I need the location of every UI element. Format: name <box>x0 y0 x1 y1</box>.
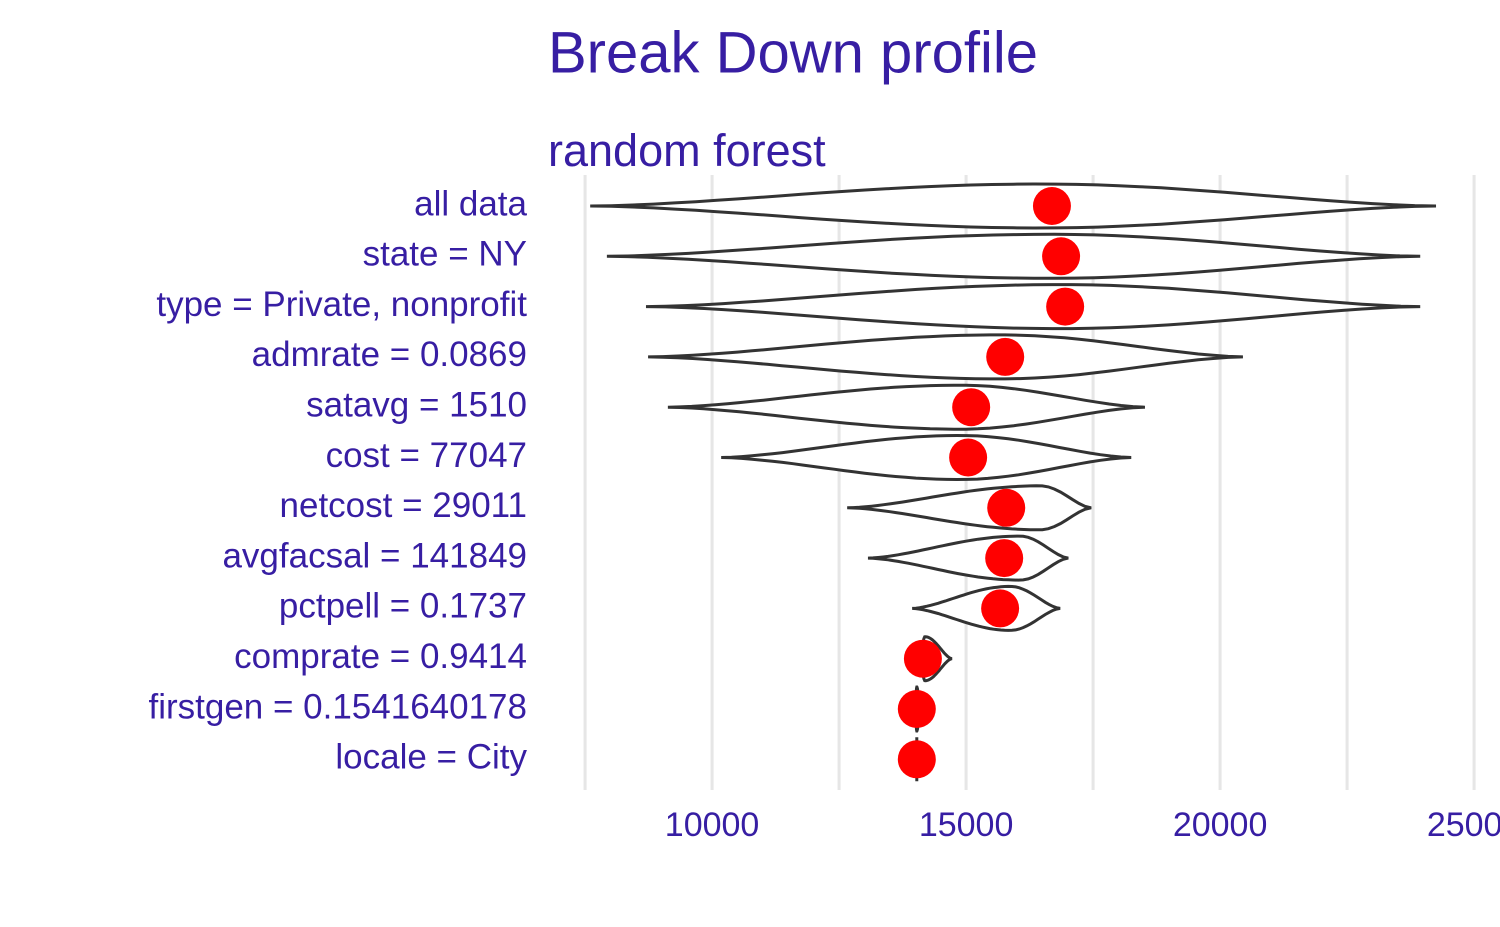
y-tick-label: admrate = 0.0869 <box>252 335 527 374</box>
violin <box>721 433 1132 482</box>
marks <box>590 182 1437 782</box>
chart-title: Break Down profile <box>548 20 1038 85</box>
dot <box>897 690 936 728</box>
dot <box>952 388 991 427</box>
chart-subtitle: random forest <box>548 125 826 176</box>
violin <box>847 484 1092 532</box>
y-tick-label: comprate = 0.9414 <box>234 637 527 676</box>
y-tick-label: avgfacsal = 141849 <box>222 536 527 575</box>
y-tick-label: state = NY <box>363 235 527 274</box>
violin <box>590 182 1437 230</box>
y-tick-label: satavg = 1510 <box>306 385 527 424</box>
y-tick-label: cost = 77047 <box>326 436 527 475</box>
dot <box>987 488 1026 527</box>
violin <box>867 534 1069 582</box>
violin <box>648 333 1243 381</box>
dot <box>897 740 936 779</box>
violin <box>645 283 1421 331</box>
y-tick-label: netcost = 29011 <box>280 486 527 525</box>
dot <box>986 337 1025 376</box>
y-tick-label: firstgen = 0.1541640178 <box>148 687 527 726</box>
y-tick-label: locale = City <box>335 738 527 777</box>
dot <box>1042 237 1081 276</box>
x-tick-label: 25000 <box>1427 806 1500 844</box>
dot <box>981 589 1020 628</box>
y-tick-label: pctpell = 0.1737 <box>279 587 527 626</box>
x-tick-label: 15000 <box>919 806 1014 844</box>
x-tick-label: 20000 <box>1173 806 1268 844</box>
dot <box>985 539 1024 578</box>
dot <box>1046 287 1085 326</box>
y-tick-label: all data <box>414 184 527 223</box>
y-tick-label: type = Private, nonprofit <box>156 285 527 324</box>
dot <box>949 438 988 477</box>
dot <box>1032 187 1071 225</box>
violin <box>667 383 1145 431</box>
dot <box>903 639 942 678</box>
violin <box>606 232 1421 280</box>
x-tick-label: 10000 <box>665 806 760 844</box>
